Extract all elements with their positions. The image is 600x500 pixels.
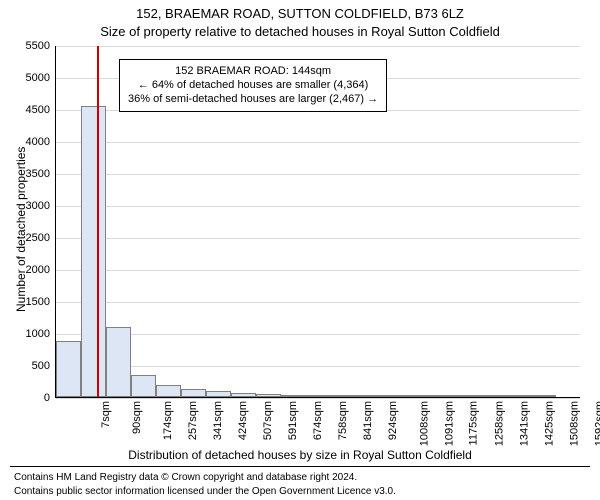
y-tick-label: 5500 <box>26 40 56 52</box>
y-tick-label: 3500 <box>26 168 56 180</box>
histogram-bar <box>281 395 306 397</box>
y-gridline <box>56 142 580 143</box>
histogram-bar <box>256 394 281 397</box>
y-tick-label: 1500 <box>26 296 56 308</box>
histogram-bar <box>531 395 556 397</box>
histogram-bar <box>56 341 81 397</box>
footer-divider <box>10 466 590 467</box>
x-tick-label: 507sqm <box>262 401 274 440</box>
histogram-bar <box>356 395 381 397</box>
histogram-bar <box>431 395 456 397</box>
property-marker-line <box>97 46 99 397</box>
y-tick-label: 3000 <box>26 200 56 212</box>
y-gridline <box>56 302 580 303</box>
histogram-bar <box>506 395 531 397</box>
histogram-bar <box>381 395 406 397</box>
footer-copyright-line2: Contains public sector information licen… <box>14 486 600 497</box>
y-gridline <box>56 398 580 399</box>
annotation-line3: 36% of semi-detached houses are larger (… <box>128 92 378 106</box>
histogram-bar <box>306 395 331 397</box>
x-tick-label: 1508sqm <box>568 401 580 446</box>
histogram-bar <box>106 327 131 397</box>
x-tick-label: 341sqm <box>212 401 224 440</box>
histogram-bar <box>456 395 481 397</box>
x-tick-label: 174sqm <box>162 401 174 440</box>
y-gridline <box>56 206 580 207</box>
x-tick-label: 1341sqm <box>518 401 530 446</box>
histogram-bar <box>181 389 206 397</box>
y-axis-title: Number of detached properties <box>14 147 28 312</box>
y-tick-label: 4500 <box>26 104 56 116</box>
y-tick-label: 5000 <box>26 72 56 84</box>
histogram-bar <box>331 395 356 397</box>
annotation-line1: 152 BRAEMAR ROAD: 144sqm <box>128 64 378 78</box>
x-tick-label: 424sqm <box>237 401 249 440</box>
plot-area: 0500100015002000250030003500400045005000… <box>55 46 580 398</box>
y-gridline <box>56 174 580 175</box>
x-tick-label: 1592sqm <box>593 401 600 446</box>
footer-copyright-line1: Contains HM Land Registry data © Crown c… <box>14 472 600 483</box>
y-gridline <box>56 270 580 271</box>
y-gridline <box>56 334 580 335</box>
x-tick-label: 1091sqm <box>443 401 455 446</box>
chart-container: 152, BRAEMAR ROAD, SUTTON COLDFIELD, B73… <box>0 0 600 500</box>
y-gridline <box>56 366 580 367</box>
y-tick-label: 1000 <box>26 328 56 340</box>
x-tick-label: 257sqm <box>187 401 199 440</box>
histogram-bar <box>156 385 181 397</box>
histogram-bar <box>81 106 106 397</box>
histogram-bar <box>206 391 231 397</box>
y-tick-label: 2000 <box>26 264 56 276</box>
y-tick-label: 4000 <box>26 136 56 148</box>
y-tick-label: 500 <box>32 360 56 372</box>
x-tick-label: 924sqm <box>387 401 399 440</box>
y-gridline <box>56 46 580 47</box>
chart-title-line2: Size of property relative to detached ho… <box>0 24 600 39</box>
y-gridline <box>56 238 580 239</box>
annotation-box: 152 BRAEMAR ROAD: 144sqm← 64% of detache… <box>119 59 387 112</box>
x-tick-label: 841sqm <box>362 401 374 440</box>
y-tick-label: 2500 <box>26 232 56 244</box>
x-tick-label: 90sqm <box>131 401 143 434</box>
x-tick-label: 1425sqm <box>543 401 555 446</box>
x-tick-label: 591sqm <box>287 401 299 440</box>
histogram-bar <box>481 395 506 397</box>
histogram-bar <box>406 395 431 397</box>
x-axis-title: Distribution of detached houses by size … <box>0 448 600 462</box>
x-tick-label: 1008sqm <box>418 401 430 446</box>
x-tick-label: 1258sqm <box>493 401 505 446</box>
histogram-bar <box>131 375 156 397</box>
x-tick-label: 1175sqm <box>467 401 479 445</box>
chart-title-line1: 152, BRAEMAR ROAD, SUTTON COLDFIELD, B73… <box>0 6 600 21</box>
x-tick-label: 674sqm <box>312 401 324 440</box>
x-tick-label: 758sqm <box>337 401 349 440</box>
annotation-line2: ← 64% of detached houses are smaller (4,… <box>128 78 378 92</box>
y-tick-label: 0 <box>44 392 56 404</box>
histogram-bar <box>231 393 256 397</box>
x-tick-label: 7sqm <box>99 401 111 428</box>
